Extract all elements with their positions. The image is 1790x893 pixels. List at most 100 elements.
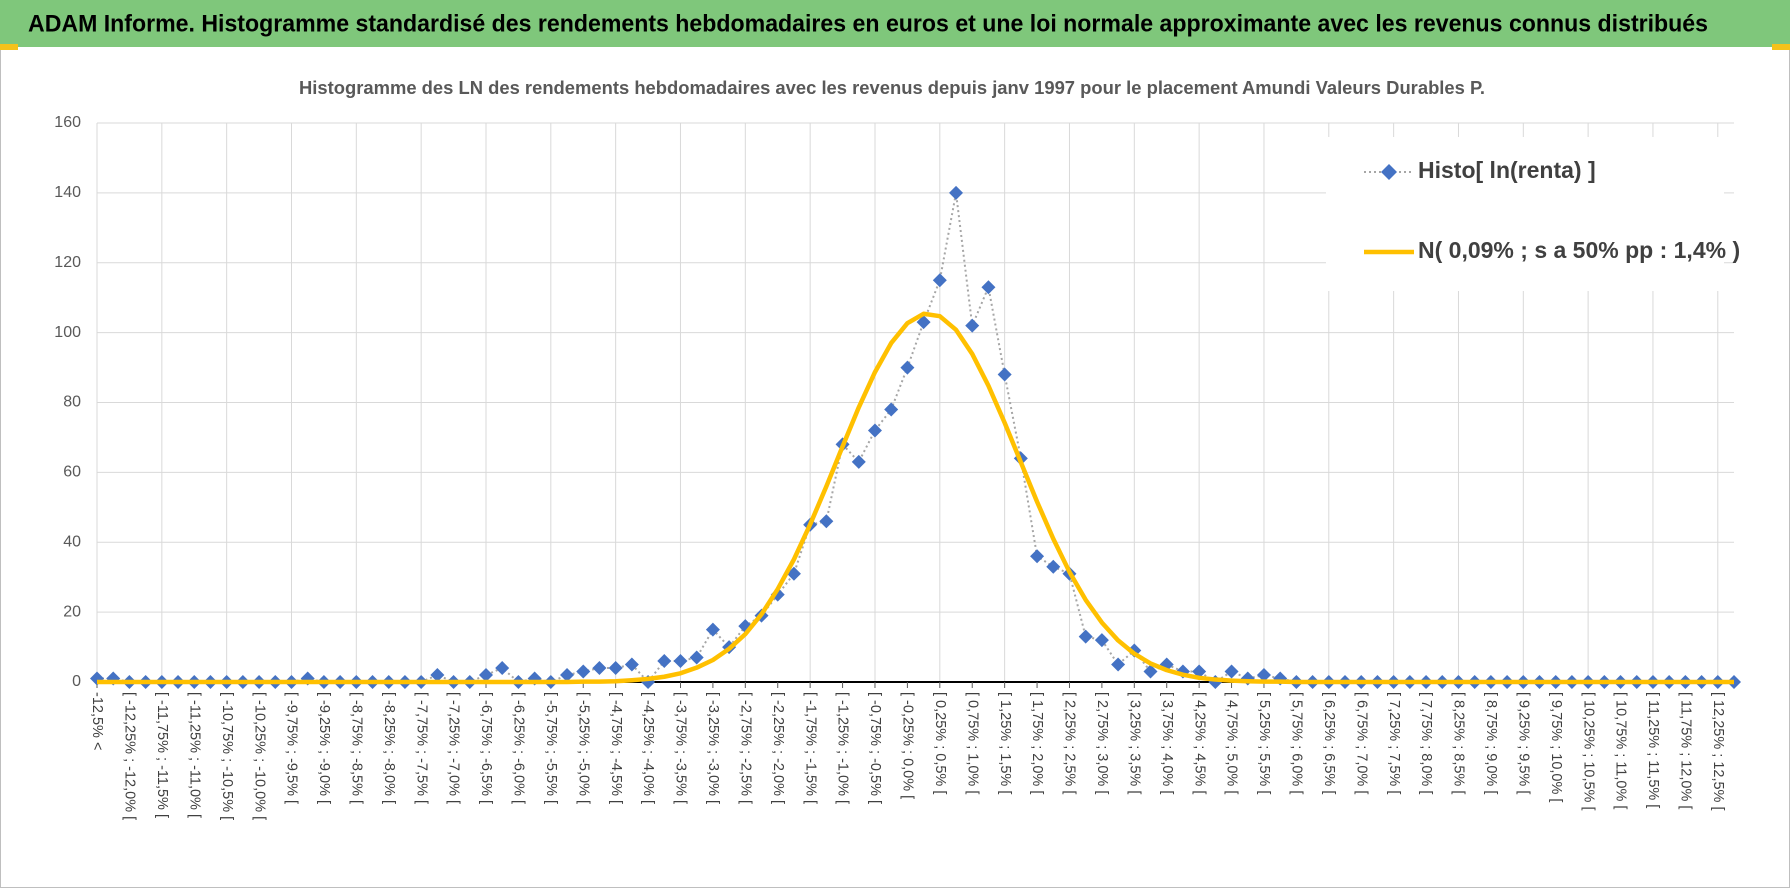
data-point: [949, 185, 964, 200]
y-tick-label: 80: [63, 394, 81, 411]
x-tick-label: [ 3,75% ; 4,0% [: [1159, 692, 1175, 794]
data-point: [657, 654, 672, 669]
x-tick-label: [ -7,75% ; -7,5% [: [413, 692, 429, 804]
data-point: [1111, 657, 1126, 672]
x-tick-label: [ -4,25% ; -4,0% [: [640, 692, 656, 804]
legend-label: Histo[ ln(renta) ]: [1418, 157, 1596, 183]
x-tick-label: [ -8,75% ; -8,5% [: [348, 692, 364, 804]
y-tick-label: 20: [63, 603, 81, 620]
x-tick-label: [ 8,75% ; 9,0% [: [1483, 692, 1499, 794]
data-point: [592, 661, 607, 676]
data-point: [851, 454, 866, 469]
series-line: [97, 311, 1734, 685]
data-point: [932, 273, 947, 288]
x-tick-label: [ -12,25% ; -12,0% [: [122, 692, 138, 820]
data-point: [1078, 629, 1093, 644]
legend-box: [1326, 137, 1724, 291]
x-tick-label: [ 4,25% ; 4,5% [: [1191, 692, 1207, 794]
x-tick-label: [ 7,75% ; 8,0% [: [1418, 692, 1434, 794]
x-tick-label: [ -1,25% ; -1,0% [: [835, 692, 851, 804]
x-tick-label: [ -9,75% ; -9,5% [: [284, 692, 300, 804]
data-point: [867, 423, 882, 438]
x-tick-label: [ -5,25% ; -5,0% [: [575, 692, 591, 804]
header-band: [0, 0, 1790, 47]
y-tick-label: 120: [54, 254, 81, 271]
data-point: [819, 514, 834, 529]
x-tick-label: [ -3,25% ; -3,0% [: [705, 692, 721, 804]
data-point: [916, 315, 931, 330]
x-tick-label: [ -3,75% ; -3,5% [: [673, 692, 689, 804]
legend-label: N( 0,09% ; s a 50% pp : 1,4% ): [1418, 237, 1740, 263]
x-tick-label: [ -10,75% ; -10,5% [: [219, 692, 235, 820]
x-tick-label: [ 0,25% ; 0,5% [: [932, 692, 948, 794]
x-tick-label: [ 5,75% ; 6,0% [: [1289, 692, 1305, 794]
x-tick-label: [ 10,25% ; 10,5% [: [1580, 692, 1596, 811]
data-point: [689, 650, 704, 665]
x-tick-label: [ 5,25% ; 5,5% [: [1256, 692, 1272, 794]
x-tick-label: [ -4,75% ; -4,5% [: [608, 692, 624, 804]
data-point: [673, 654, 688, 669]
x-tick-label: [ -2,75% ; -2,5% [: [737, 692, 753, 804]
y-tick-label: 60: [63, 464, 81, 481]
x-tick-label: [ -1,75% ; -1,5% [: [802, 692, 818, 804]
y-tick-label: 40: [63, 533, 81, 550]
data-point: [997, 367, 1012, 382]
data-point: [430, 668, 445, 683]
legend-marker: [1381, 164, 1397, 180]
data-point: [1143, 664, 1158, 679]
x-tick-label: [ -2,25% ; -2,0% [: [770, 692, 786, 804]
x-tick-label: [ 11,25% ; 11,5% [: [1645, 692, 1661, 808]
corner-mark: [0, 44, 18, 50]
y-tick-label: 100: [54, 324, 81, 341]
corner-mark: [1772, 44, 1790, 50]
x-tick-label: [ 1,75% ; 2,0% [: [1029, 692, 1045, 794]
x-tick-label: [ -0,75% ; -0,5% [: [867, 692, 883, 804]
x-tick-label: [ 7,25% ; 7,5% [: [1386, 692, 1402, 794]
x-tick-label: [ 1,25% ; 1,5% [: [997, 692, 1013, 794]
x-tick-label: [ -11,75% ; -11,5% [: [154, 692, 170, 818]
data-point: [495, 661, 510, 676]
header-title: ADAM Informe. Histogramme standardisé de…: [28, 10, 1708, 37]
x-tick-label: -12,5% <: [89, 692, 105, 750]
data-point: [478, 668, 493, 683]
data-point: [900, 360, 915, 375]
x-tick-label: [ 8,25% ; 8,5% [: [1451, 692, 1467, 794]
x-tick-label: [ 0,75% ; 1,0% [: [964, 692, 980, 794]
y-tick-label: 0: [72, 673, 81, 690]
data-point: [1030, 549, 1045, 564]
y-tick-label: 140: [54, 184, 81, 201]
x-tick-label: [ -8,25% ; -8,0% [: [381, 692, 397, 804]
x-tick-label: [ -6,75% ; -6,5% [: [478, 692, 494, 804]
x-tick-label: [ 9,25% ; 9,5% [: [1515, 692, 1531, 794]
x-tick-label: [ 2,75% ; 3,0% [: [1094, 692, 1110, 794]
x-tick-label: [ 9,75% ; 10,0% [: [1548, 692, 1564, 802]
data-point: [1094, 633, 1109, 648]
x-tick-label: [ 10,75% ; 11,0% [: [1613, 692, 1629, 809]
y-tick-label: 160: [54, 114, 81, 131]
x-tick-label: [ -0,25% ; 0,0% [: [900, 692, 916, 799]
x-tick-label: [ -5,75% ; -5,5% [: [543, 692, 559, 804]
x-tick-label: [ -10,25% ; -10,0% [: [251, 692, 267, 820]
data-point: [884, 402, 899, 417]
data-point: [1224, 664, 1239, 679]
x-tick-label: [ 6,75% ; 7,0% [: [1353, 692, 1369, 794]
data-point: [624, 657, 639, 672]
x-tick-label: [ 6,25% ; 6,5% [: [1321, 692, 1337, 794]
x-tick-label: [ 2,25% ; 2,5% [: [1062, 692, 1078, 794]
data-point: [608, 661, 623, 676]
x-tick-label: [ -6,25% ; -6,0% [: [511, 692, 527, 804]
data-point: [560, 668, 575, 683]
x-tick-label: [ 12,25% ; 12,5% [: [1710, 692, 1726, 811]
data-point: [965, 318, 980, 333]
data-point: [1046, 559, 1061, 574]
x-tick-label: [ 4,75% ; 5,0% [: [1224, 692, 1240, 794]
chart-title: Histogramme des LN des rendements hebdom…: [299, 78, 1485, 98]
data-point: [981, 280, 996, 295]
data-point: [1256, 668, 1271, 683]
data-point: [705, 622, 720, 637]
x-tick-label: [ -9,25% ; -9,0% [: [316, 692, 332, 804]
data-point: [576, 664, 591, 679]
x-tick-label: [ 11,75% ; 12,0% [: [1678, 692, 1694, 809]
